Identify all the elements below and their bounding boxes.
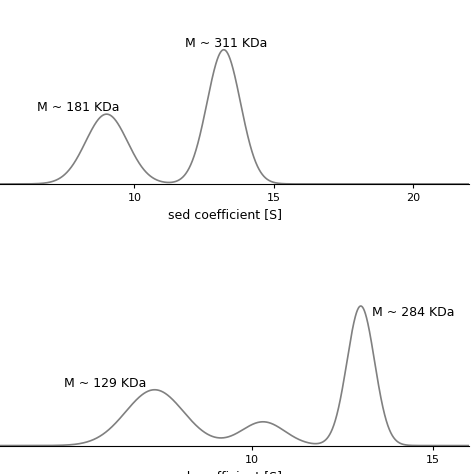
- Text: M ~ 181 KDa: M ~ 181 KDa: [37, 101, 119, 114]
- Text: M ~ 284 KDa: M ~ 284 KDa: [372, 306, 454, 319]
- Text: M ~ 311 KDa: M ~ 311 KDa: [185, 37, 267, 50]
- Text: M ~ 129 KDa: M ~ 129 KDa: [64, 377, 146, 390]
- X-axis label: sed coefficient [S]: sed coefficient [S]: [168, 209, 282, 221]
- X-axis label: sed coefficient [S]: sed coefficient [S]: [168, 470, 282, 474]
